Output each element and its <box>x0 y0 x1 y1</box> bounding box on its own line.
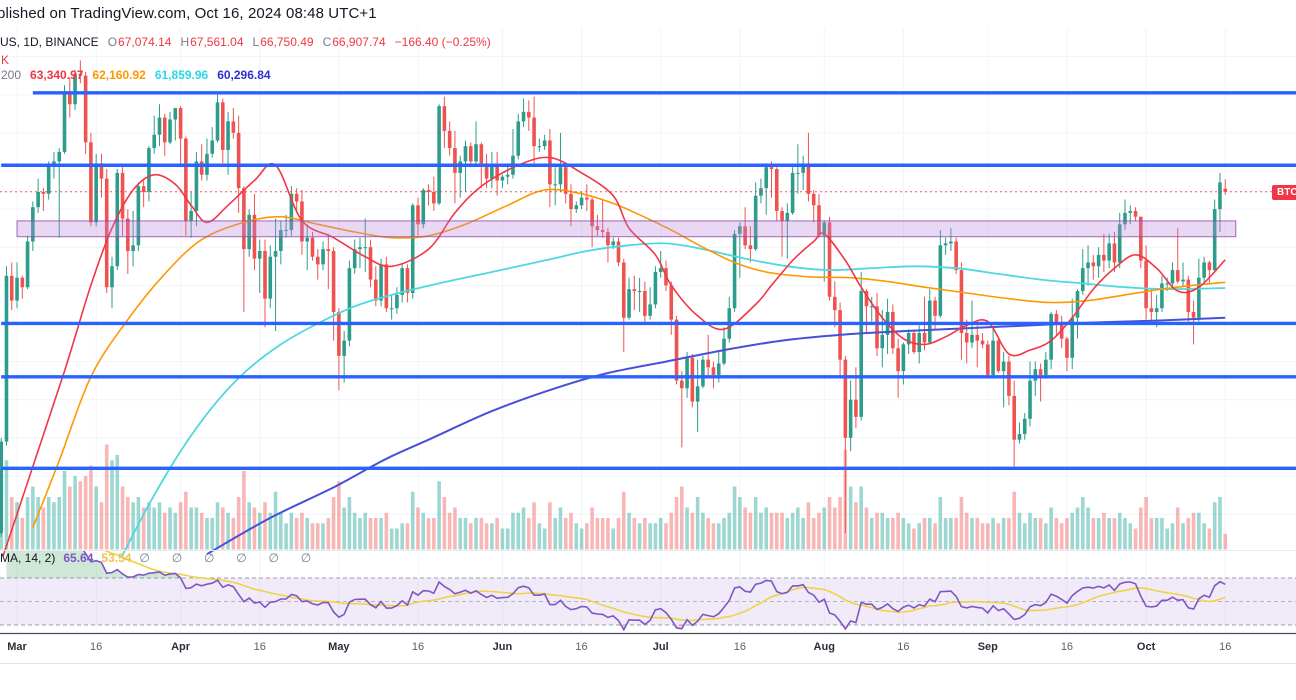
ohlc-low: L66,750.49 <box>252 35 314 49</box>
axis-tick-16: 16 <box>1219 641 1232 653</box>
published-line: blished on TradingView.com, Oct 16, 2024… <box>0 5 377 22</box>
ohlc-high: H67,561.04 <box>180 35 244 49</box>
axis-tick-16: 16 <box>411 641 425 653</box>
axis-tick-jul: Jul <box>652 641 669 653</box>
axis-tick-16: 16 <box>575 641 588 653</box>
ma-prefix: 200 <box>1 68 22 82</box>
axis-tick-16: 16 <box>253 641 266 653</box>
ma-value-1: 63,340.97 <box>30 68 84 82</box>
supply-zone[interactable] <box>16 220 1237 238</box>
ohlc-open: O67,074.14 <box>107 35 172 49</box>
candles <box>0 60 1228 537</box>
grid <box>0 28 1296 633</box>
ma-fast-line <box>2 156 1226 556</box>
ma-value-3: 61,859.96 <box>154 68 209 82</box>
axis-tick-may: May <box>328 641 350 653</box>
rsi-signal-line <box>104 551 1226 622</box>
price-label-badge: BTC <box>1272 185 1296 200</box>
change-text: −166.40 (−0.25%) <box>394 35 491 49</box>
rsi-line <box>82 551 1226 632</box>
indicator-row-k[interactable]: K <box>1 53 10 67</box>
axis-tick-16: 16 <box>1060 641 1074 653</box>
ma-value-4: 60,296.84 <box>217 68 271 82</box>
axis-tick-16: 16 <box>897 641 910 653</box>
rsi-value-main: 65.64 <box>63 551 94 565</box>
axis-tick-oct: Oct <box>1136 641 1156 653</box>
rsi-empty-values: ∅ ∅ ∅ ∅ ∅ ∅ <box>139 551 321 565</box>
axis-tick-sep: Sep <box>977 641 998 653</box>
axis-tick-jun: Jun <box>492 641 513 653</box>
axis-tick-16: 16 <box>733 641 746 653</box>
volume-bars <box>0 444 1228 550</box>
ma-value-2: 62,160.92 <box>92 68 146 82</box>
axis-tick-16: 16 <box>90 641 103 653</box>
rsi-label: MA, 14, 2) <box>0 551 56 565</box>
rsi-legend-row[interactable]: MA, 14, 2) 65.64 53.54 ∅ ∅ ∅ ∅ ∅ ∅ <box>0 551 320 565</box>
axis-tick-apr: Apr <box>171 641 191 653</box>
rsi-value-signal: 53.54 <box>101 551 132 565</box>
ohlc-close: C66,907.74 <box>322 35 386 49</box>
time-axis[interactable]: Mar 16 Apr 16 May 16 Jun 16 Jul 16 Aug 16 Sep 16 Oct 16 <box>0 634 1296 664</box>
axis-tick-mar: Mar <box>7 641 27 653</box>
ma-legend-row[interactable]: 200 63,340.97 62,160.92 61,859.96 60,296… <box>1 68 271 82</box>
symbol-text: US, 1D, BINANCE <box>0 35 99 49</box>
ma-mid-line <box>32 188 1226 528</box>
symbol-legend-row[interactable]: US, 1D, BINANCE O67,074.14 H67,561.04 L6… <box>0 35 491 49</box>
axis-tick-aug: Aug <box>813 641 835 653</box>
horizontal-rays[interactable] <box>1 91 1296 471</box>
